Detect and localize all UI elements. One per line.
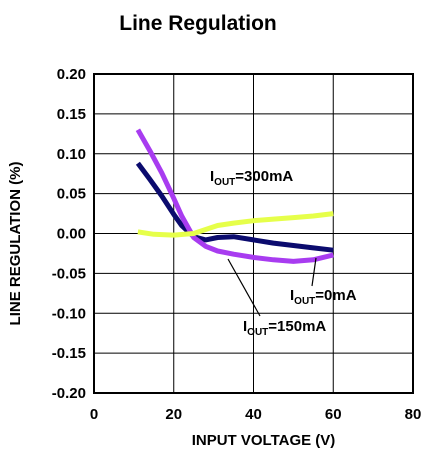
series-line-0	[135, 161, 334, 253]
series-annotations: IOUT=300mA IOUT=0mA IOUT=150mA	[210, 168, 357, 338]
x-axis-label: INPUT VOLTAGE (V)	[192, 432, 336, 449]
y-tick-label-1: 0.15	[57, 106, 86, 123]
chart-title: Line Regulation	[119, 12, 277, 35]
leader-line-1	[227, 258, 261, 317]
x-tick-label-4: 80	[405, 406, 422, 423]
x-tick-label-3: 60	[325, 406, 342, 423]
series-label-2: IOUT=300mA	[210, 168, 293, 188]
leader-line-0	[311, 257, 317, 287]
y-axis-label: LINE REGULATION (%)	[7, 162, 24, 326]
y-tick-label-6: -0.10	[52, 305, 86, 322]
plot-frame	[93, 73, 414, 394]
series-line-1	[135, 128, 334, 264]
y-tick-label-5: -0.05	[52, 265, 86, 282]
y-tick-label-7: -0.15	[52, 345, 86, 362]
x-tick-label-2: 40	[245, 406, 262, 423]
x-tick-label-0: 0	[90, 406, 98, 423]
y-tick-label-4: 0.00	[57, 226, 86, 243]
y-tick-label-2: 0.10	[57, 146, 86, 163]
y-tick-label-0: 0.20	[57, 66, 86, 83]
y-tick-label-8: -0.20	[52, 385, 86, 402]
series-line-2	[137, 211, 334, 238]
series-label-1: IOUT=150mA	[243, 318, 326, 338]
series-lines	[135, 128, 334, 264]
tick-labels: 0 20 40 60 80 0.20 0.15 0.10 0.05 0.00 -0.05 -0.10 -…	[52, 66, 422, 423]
y-tick-label-3: 0.05	[57, 186, 86, 203]
x-tick-label-1: 20	[165, 406, 182, 423]
series-label-0: IOUT=0mA	[290, 287, 357, 307]
